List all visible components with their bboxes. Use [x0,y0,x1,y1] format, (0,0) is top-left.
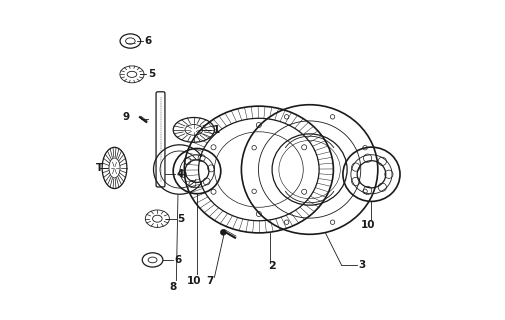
Circle shape [330,220,335,224]
Circle shape [211,189,216,194]
Text: 6: 6 [174,255,181,265]
Text: T: T [95,163,103,173]
Text: 7: 7 [206,276,214,285]
Text: 1: 1 [213,125,220,135]
Circle shape [301,189,307,194]
Circle shape [363,189,367,194]
Text: 10: 10 [361,220,376,230]
Text: 8: 8 [170,282,177,292]
Circle shape [301,145,307,150]
Text: 4: 4 [176,169,184,179]
Circle shape [284,115,289,119]
Circle shape [257,212,262,217]
Circle shape [284,220,289,224]
Text: 5: 5 [148,69,155,79]
Text: 3: 3 [359,260,366,270]
Circle shape [221,229,226,235]
Text: 2: 2 [268,261,275,271]
Text: 6: 6 [144,36,152,46]
Circle shape [252,146,257,150]
Circle shape [363,146,367,150]
Circle shape [211,145,216,150]
Circle shape [252,189,257,194]
Text: 10: 10 [186,276,201,285]
Circle shape [330,115,335,119]
Text: 5: 5 [177,214,184,224]
Circle shape [257,123,262,128]
Text: 9: 9 [122,112,130,122]
